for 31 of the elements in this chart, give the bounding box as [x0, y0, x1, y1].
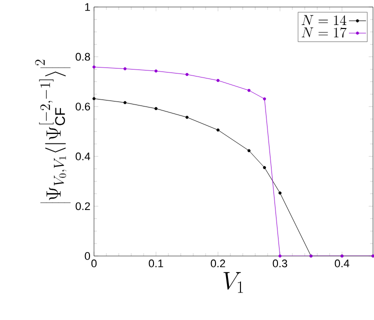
point [185, 116, 189, 119]
point [154, 107, 158, 110]
y-tick-label: 0.6 [76, 102, 90, 110]
x-tick-label: 0.1 [148, 260, 164, 268]
x-tick-label: 0.3 [272, 260, 288, 268]
point [216, 128, 220, 132]
point [185, 72, 189, 76]
y-tick-label: 1 [85, 3, 90, 11]
y-tick-label: 0.4 [76, 152, 90, 160]
x-tick-label: 0.4 [334, 260, 350, 268]
y-axis-title: $\left|\Psi_{V_0,V_1}\langle|\Psi^{[-2,-1]}_{\mathrm{CF}}\rangle\right|^2$ [35, 60, 71, 204]
point [247, 88, 251, 92]
point [262, 97, 266, 100]
point [92, 65, 96, 69]
point [278, 254, 282, 258]
x-axis-title: $V_1$ [224, 272, 243, 293]
point [216, 78, 220, 82]
point [278, 191, 282, 195]
legend-label: $N=14$ [302, 15, 346, 25]
y-tick-label: 0 [84, 252, 90, 260]
point [123, 101, 127, 104]
point [154, 69, 158, 73]
x-tick-label: 0.2 [210, 260, 226, 268]
y-tick-label: 0.2 [76, 202, 90, 210]
y-tick-label: 0.8 [76, 52, 90, 61]
point [262, 166, 266, 170]
point [123, 67, 127, 70]
legend-label: $N=17$ [302, 27, 346, 38]
point [247, 149, 251, 152]
x-tick-label: 0 [91, 260, 97, 268]
point [92, 97, 96, 100]
